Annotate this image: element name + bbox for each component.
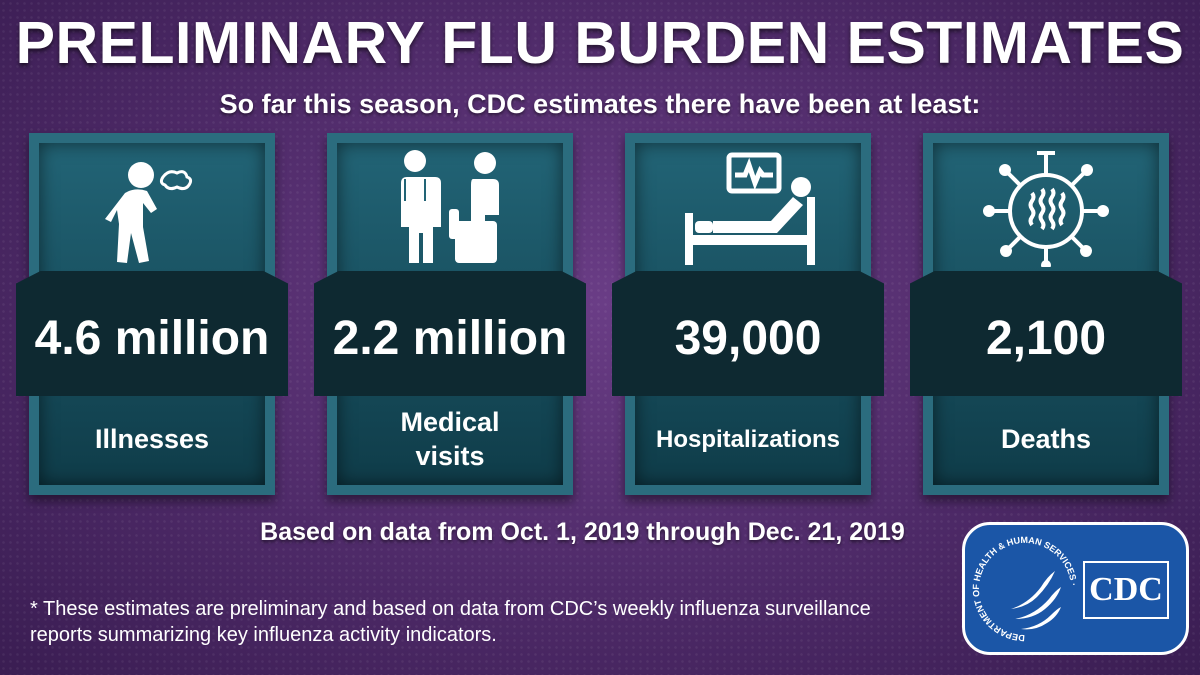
value-illnesses: 4.6 million (34, 311, 270, 365)
card-hospitalizations: 39,000 Hospitalizations (612, 133, 884, 495)
doctor-patient-icon (357, 147, 543, 267)
card-illnesses: 4.6 million Illnesses (16, 133, 288, 495)
hospital-bed-icon (655, 147, 841, 267)
value-band (16, 271, 288, 396)
value-hospitalizations: 39,000 (674, 311, 822, 365)
infographic-title: PRELIMINARY FLU BURDEN ESTIMATES (15, 10, 1185, 76)
virus-icon (953, 147, 1139, 270)
card-deaths: 2,100 Deaths (910, 133, 1182, 495)
cdc-hhs-logo: DEPARTMENT OF HEALTH & HUMAN SERVICES · … (962, 522, 1189, 655)
footnote: * These estimates are preliminary and ba… (30, 598, 871, 646)
data-date-range: Based on data from Oct. 1, 2019 through … (260, 518, 905, 546)
infographic-subtitle: So far this season, CDC estimates there … (219, 89, 981, 119)
sick-person-icon (59, 147, 245, 267)
value-deaths: 2,100 (985, 311, 1107, 365)
label-illnesses: Illnesses (94, 424, 210, 455)
value-band (612, 271, 884, 396)
value-band (910, 271, 1182, 396)
label-hospitalizations: Hospitalizations (655, 426, 841, 453)
hhs-seal-text: DEPARTMENT OF HEALTH & HUMAN SERVICES · … (965, 525, 1079, 643)
card-medical-visits: 2.2 million Medical visits (314, 133, 586, 495)
cdc-wordmark: CDC (1083, 561, 1169, 619)
label-medical-visits: Medical visits (400, 407, 500, 471)
value-band (314, 271, 586, 396)
hhs-seal-icon: DEPARTMENT OF HEALTH & HUMAN SERVICES · … (965, 525, 1079, 643)
svg-text:DEPARTMENT OF HEALTH & HUMAN S: DEPARTMENT OF HEALTH & HUMAN SERVICES · … (965, 525, 1079, 643)
label-deaths: Deaths (1000, 424, 1092, 455)
value-medical-visits: 2.2 million (332, 311, 568, 365)
